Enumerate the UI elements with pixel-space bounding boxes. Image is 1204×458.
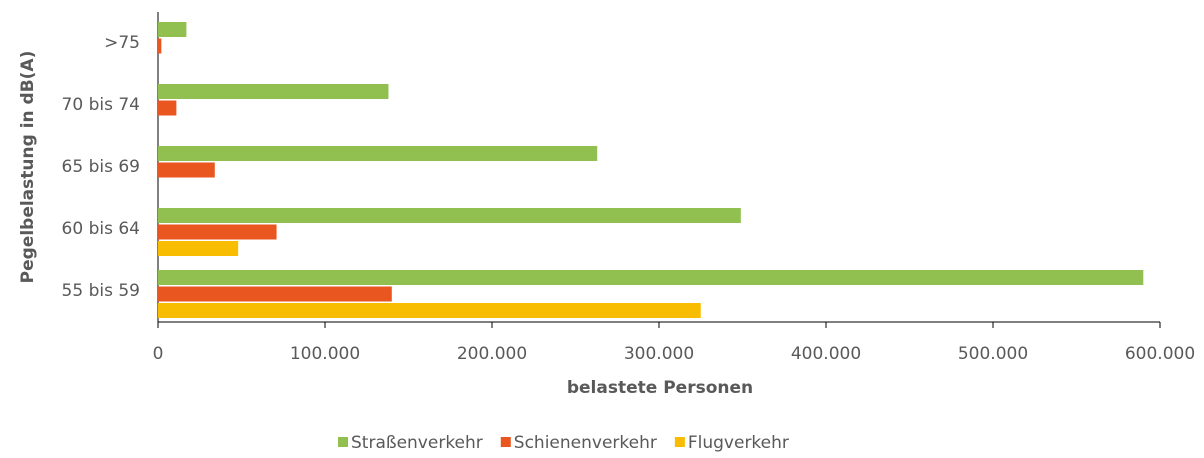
x-tick-label: 200.000 [457, 344, 527, 364]
legend-swatch [338, 437, 348, 447]
bar [158, 270, 1144, 285]
legend-label: Flugverkehr [688, 433, 789, 453]
bar [158, 38, 162, 54]
y-tick-label: 70 bis 74 [62, 95, 140, 115]
y-tick-label: 60 bis 64 [62, 219, 140, 239]
y-tick-label: 65 bis 69 [62, 157, 140, 177]
legend-label: Straßenverkehr [351, 433, 483, 453]
bar [158, 146, 598, 161]
legend-swatch [500, 437, 511, 447]
x-tick-label: 600.000 [1125, 344, 1195, 364]
bar [158, 100, 177, 116]
x-tick-label: 0 [153, 344, 164, 364]
bar [158, 224, 277, 240]
x-tick-label: 100.000 [290, 344, 360, 364]
bar [158, 22, 187, 37]
legend-label: Schienenverkehr [514, 433, 657, 453]
bar [158, 208, 741, 223]
x-axis-title: belastete Personen [567, 378, 753, 398]
bar [158, 241, 239, 256]
y-tick-label: >75 [104, 33, 140, 53]
bar [158, 162, 215, 178]
bar [158, 286, 392, 302]
bar [158, 303, 701, 318]
bar [158, 84, 389, 99]
y-tick-label: 55 bis 59 [62, 281, 140, 301]
x-tick-label: 400.000 [791, 344, 861, 364]
x-tick-label: 300.000 [624, 344, 694, 364]
y-axis-title: Pegelbelastung in dB(A) [18, 51, 38, 284]
x-tick-label: 500.000 [958, 344, 1028, 364]
legend-swatch [674, 437, 685, 447]
